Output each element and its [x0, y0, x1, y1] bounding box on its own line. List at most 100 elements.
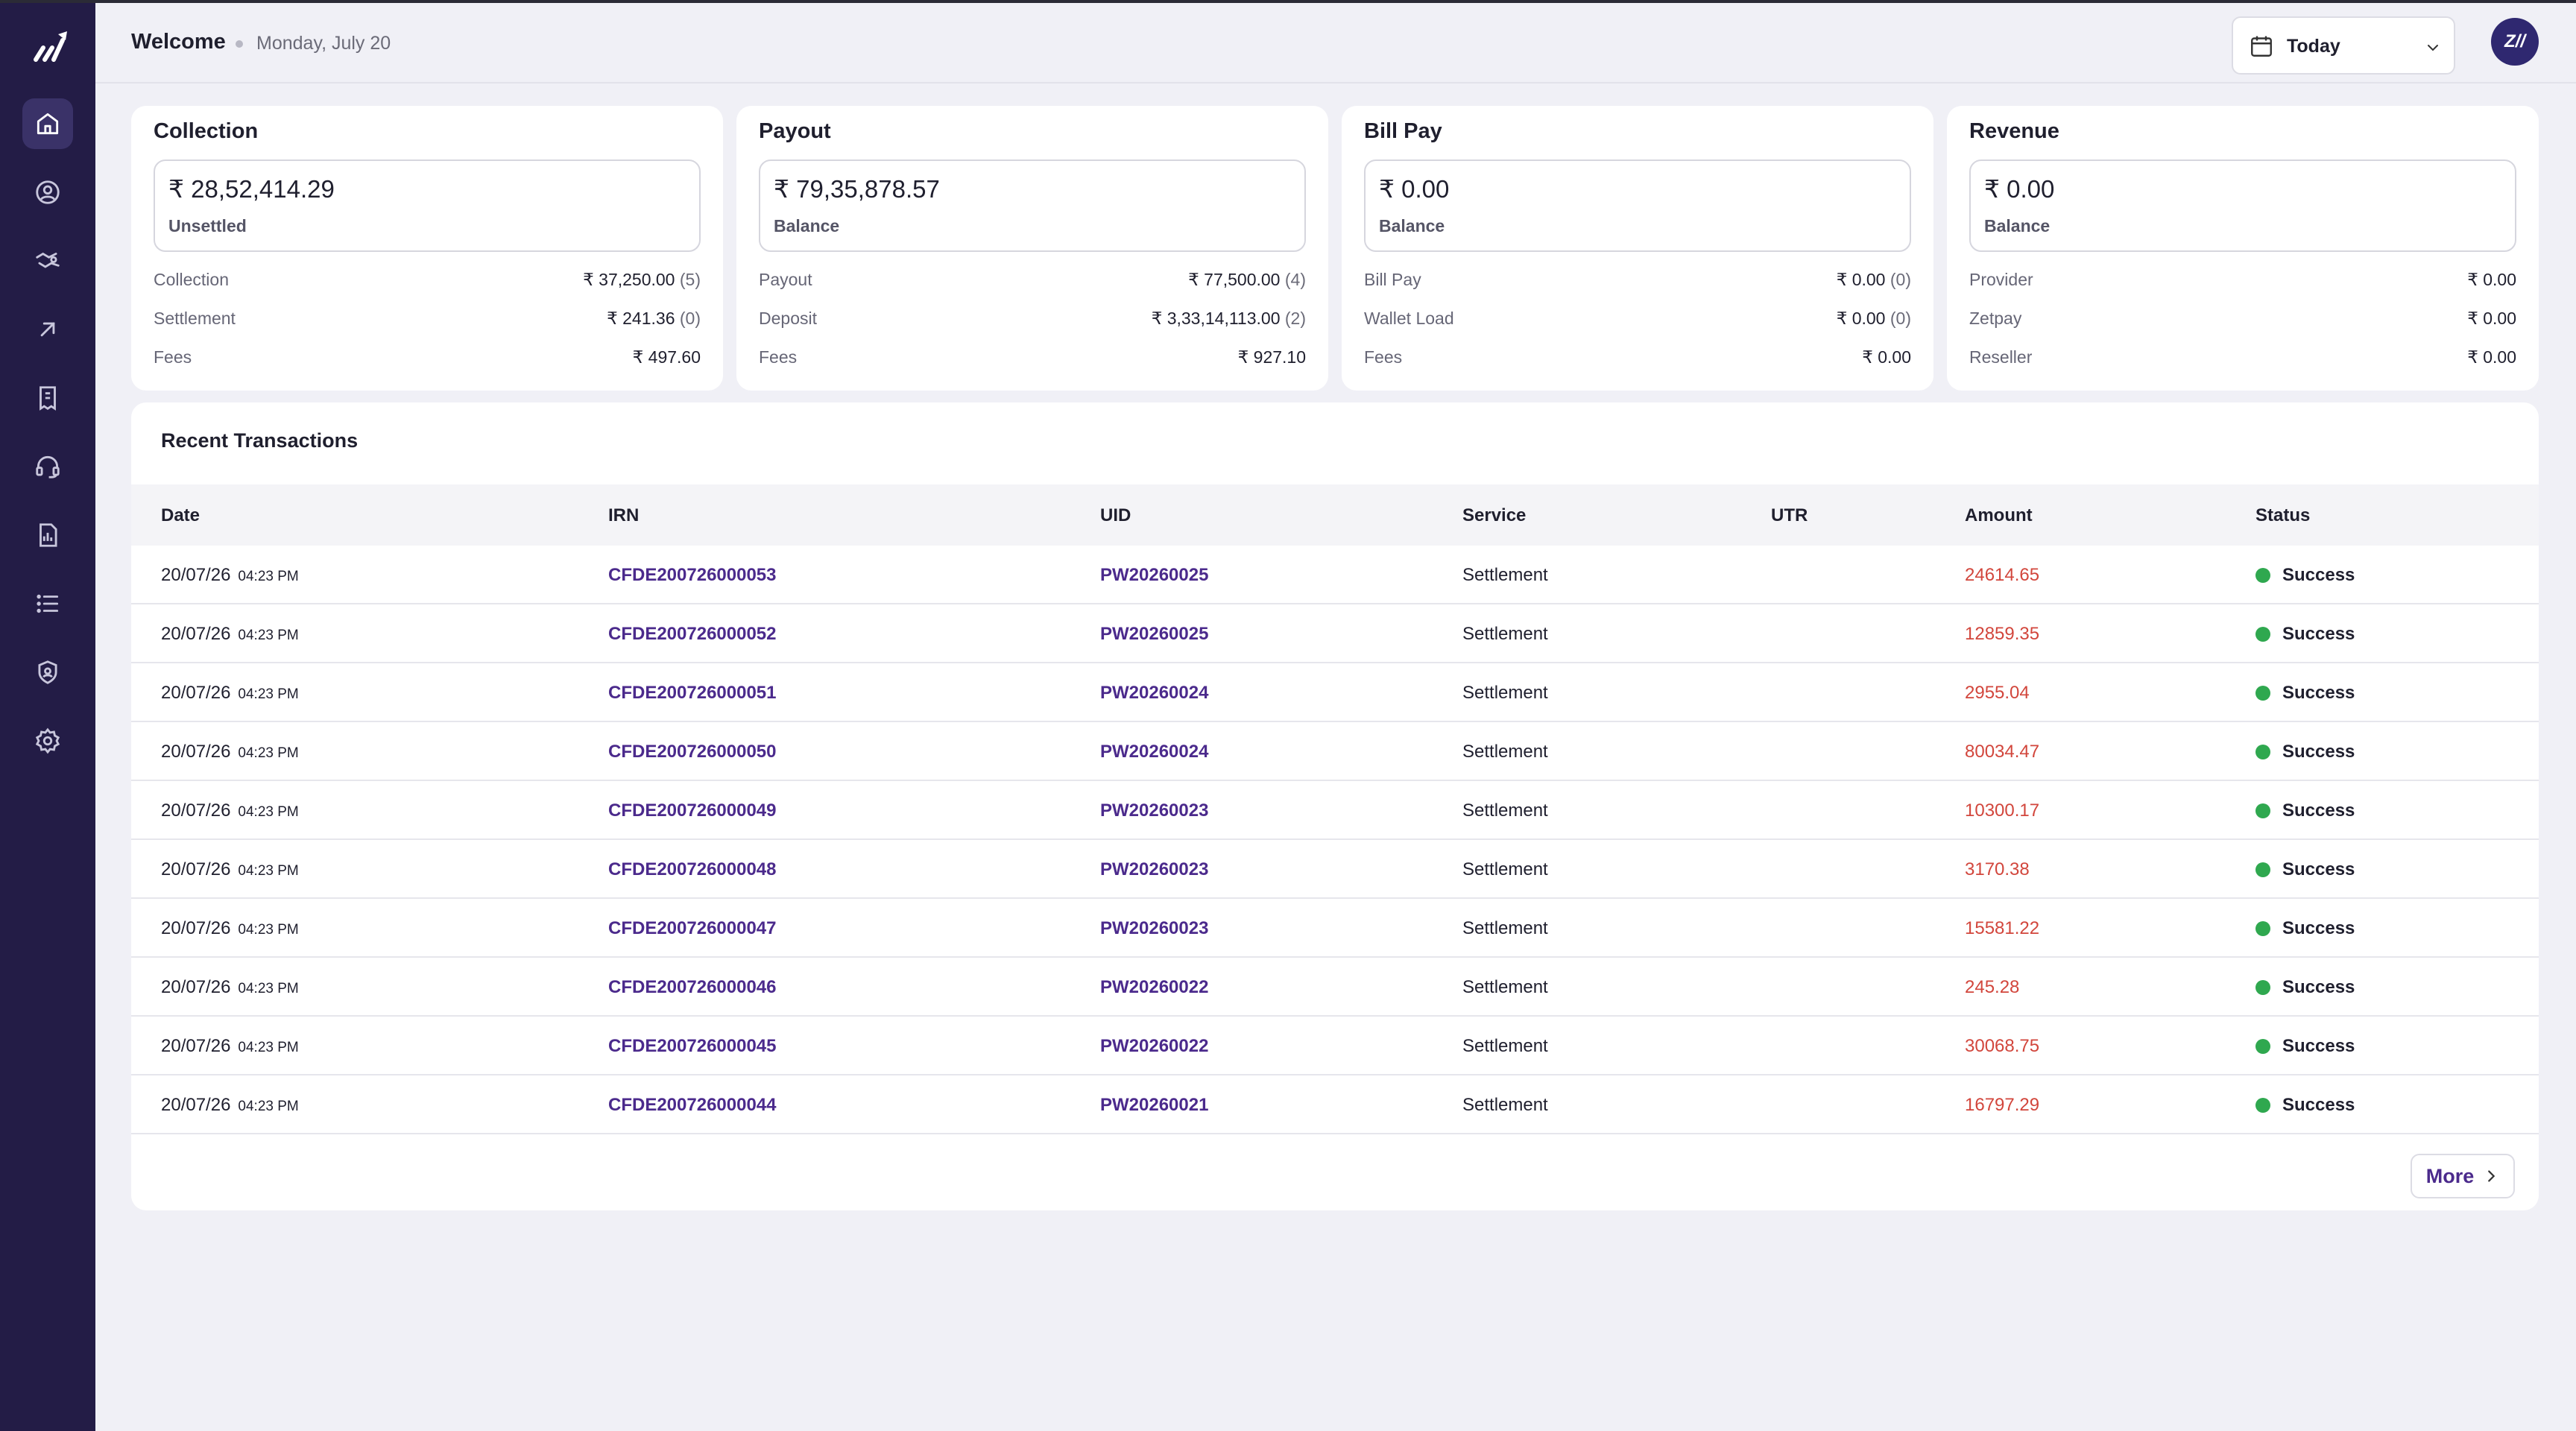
card-stat-count: (0) — [679, 309, 701, 328]
cell-date-time: 04:23 PM — [238, 1040, 299, 1055]
status-label: Success — [2282, 800, 2355, 821]
status-success-dot — [2255, 921, 2270, 936]
cell-irn-link[interactable]: CFDE200726000051 — [608, 683, 777, 703]
cell-amount: 30068.75 — [1965, 1036, 2040, 1056]
column-header-amount: Amount — [1965, 505, 2033, 525]
sidebar-item-support[interactable] — [22, 441, 73, 492]
card-stat-amount: ₹ 0.00 — [2467, 309, 2516, 328]
cell-irn-link[interactable]: CFDE200726000048 — [608, 859, 777, 879]
table-row[interactable]: 20/07/26 04:23 PM CFDE200726000046 PW2026… — [131, 958, 2539, 1017]
table-row[interactable]: 20/07/26 04:23 PM CFDE200726000051 PW2026… — [131, 663, 2539, 722]
cell-amount: 24614.65 — [1965, 565, 2040, 585]
table-row[interactable]: 20/07/26 04:23 PM CFDE200726000049 PW2026… — [131, 781, 2539, 840]
cell-uid-link[interactable]: PW20260023 — [1100, 859, 1209, 879]
card-stat-value: ₹ 0.00 (0) — [1837, 270, 1911, 290]
cell-irn-link[interactable]: CFDE200726000052 — [608, 624, 777, 644]
card-stat-amount: ₹ 0.00 — [1862, 347, 1911, 367]
cell-date-day: 20/07/26 — [161, 800, 231, 821]
status-label: Success — [2282, 977, 2355, 997]
card-title: Payout — [759, 119, 831, 143]
cell-irn-link[interactable]: CFDE200726000045 — [608, 1036, 777, 1056]
status-label: Success — [2282, 1095, 2355, 1115]
card-stat-row: Fees ₹ 927.10 — [759, 347, 1306, 371]
sidebar-item-reports[interactable] — [22, 510, 73, 560]
cell-date: 20/07/26 04:23 PM — [161, 1036, 299, 1057]
cell-date-time: 04:23 PM — [238, 745, 299, 761]
cell-status: Success — [2255, 859, 2355, 880]
cell-amount: 80034.47 — [1965, 742, 2040, 762]
card-balance-label: Balance — [1984, 216, 2051, 236]
card-stat-label: Wallet Load — [1364, 309, 1454, 328]
status-success-dot — [2255, 686, 2270, 701]
cell-uid-link[interactable]: PW20260022 — [1100, 977, 1209, 997]
card-stat-row: Zetpay ₹ 0.00 — [1969, 309, 2516, 332]
cell-uid-link[interactable]: PW20260024 — [1100, 742, 1209, 762]
cell-irn-link[interactable]: CFDE200726000049 — [608, 800, 777, 821]
cell-uid-link[interactable]: PW20260024 — [1100, 683, 1209, 703]
chevron-down-icon — [2428, 45, 2438, 51]
table-row[interactable]: 20/07/26 04:23 PM CFDE200726000053 PW2026… — [131, 546, 2539, 604]
cell-amount: 3170.38 — [1965, 859, 2030, 879]
date-range-select[interactable]: Today — [2232, 16, 2455, 75]
cell-date-time: 04:23 PM — [238, 804, 299, 820]
cell-date-day: 20/07/26 — [161, 918, 231, 938]
cell-status: Success — [2255, 918, 2355, 939]
table-row[interactable]: 20/07/26 04:23 PM CFDE200726000050 PW2026… — [131, 722, 2539, 781]
table-header: Date IRN UID Service UTR Amount Status — [131, 484, 2539, 546]
card-stat-row: Deposit ₹ 3,33,14,113.00 (2) — [759, 309, 1306, 332]
cell-irn-link[interactable]: CFDE200726000044 — [608, 1095, 777, 1115]
table-row[interactable]: 20/07/26 04:23 PM CFDE200726000045 PW2026… — [131, 1017, 2539, 1075]
summary-card-payout: Payout ₹ 79,35,878.57 Balance Payout ₹ 7… — [736, 106, 1328, 391]
card-stat-count: (2) — [1284, 309, 1306, 328]
table-row[interactable]: 20/07/26 04:23 PM CFDE200726000048 PW2026… — [131, 840, 2539, 899]
cell-date-time: 04:23 PM — [238, 1099, 299, 1114]
status-label: Success — [2282, 683, 2355, 703]
sidebar-item-settings[interactable] — [22, 716, 73, 766]
cell-uid-link[interactable]: PW20260025 — [1100, 624, 1209, 644]
cell-date-day: 20/07/26 — [161, 683, 231, 703]
card-stat-label: Collection — [154, 270, 229, 289]
cell-amount: 15581.22 — [1965, 918, 2040, 938]
sidebar-item-users[interactable] — [22, 167, 73, 218]
table-row[interactable]: 20/07/26 04:23 PM CFDE200726000052 PW2026… — [131, 604, 2539, 663]
cell-irn-link[interactable]: CFDE200726000053 — [608, 565, 777, 585]
status-success-dot — [2255, 745, 2270, 759]
cell-uid-link[interactable]: PW20260022 — [1100, 1036, 1209, 1056]
sidebar-item-security[interactable] — [22, 647, 73, 698]
sidebar-item-home[interactable] — [22, 98, 73, 149]
sidebar-item-billpay[interactable] — [22, 373, 73, 423]
card-balance-box: ₹ 0.00 Balance — [1364, 159, 1911, 252]
card-stat-label: Fees — [1364, 347, 1403, 367]
column-header-uid: UID — [1100, 505, 1131, 525]
sidebar-item-payout[interactable] — [22, 304, 73, 355]
cell-date-day: 20/07/26 — [161, 859, 231, 879]
cell-irn-link[interactable]: CFDE200726000047 — [608, 918, 777, 938]
cell-amount: 16797.29 — [1965, 1095, 2040, 1115]
table-row[interactable]: 20/07/26 04:23 PM CFDE200726000044 PW2026… — [131, 1075, 2539, 1134]
cell-status: Success — [2255, 624, 2355, 645]
sidebar-item-list[interactable] — [22, 578, 73, 629]
cell-uid-link[interactable]: PW20260025 — [1100, 565, 1209, 585]
avatar[interactable]: Z// — [2491, 18, 2539, 66]
card-balance-amount: ₹ 28,52,414.29 — [168, 175, 335, 203]
arrow-up-right-icon — [40, 322, 55, 337]
card-stat-row: Settlement ₹ 241.36 (0) — [154, 309, 701, 332]
cell-uid-link[interactable]: PW20260023 — [1100, 800, 1209, 821]
sidebar-item-collections[interactable] — [22, 236, 73, 286]
cell-irn-link[interactable]: CFDE200726000046 — [608, 977, 777, 997]
cell-service: Settlement — [1462, 624, 1548, 644]
brand-logo-icon[interactable] — [31, 25, 73, 67]
cell-uid-link[interactable]: PW20260021 — [1100, 1095, 1209, 1115]
cell-irn-link[interactable]: CFDE200726000050 — [608, 742, 777, 762]
cell-date-time: 04:23 PM — [238, 628, 299, 643]
status-label: Success — [2282, 1036, 2355, 1056]
cell-date: 20/07/26 04:23 PM — [161, 918, 299, 939]
handshake-icon — [36, 252, 60, 268]
date-range-value: Today — [2287, 36, 2340, 57]
cell-uid-link[interactable]: PW20260023 — [1100, 918, 1209, 938]
summary-card-bill-pay: Bill Pay ₹ 0.00 Balance Bill Pay ₹ 0.00 … — [1342, 106, 1933, 391]
card-stat-value: ₹ 0.00 — [1862, 347, 1911, 367]
table-row[interactable]: 20/07/26 04:23 PM CFDE200726000047 PW2026… — [131, 899, 2539, 958]
more-button[interactable]: More — [2411, 1154, 2515, 1198]
list-icon — [37, 594, 59, 613]
